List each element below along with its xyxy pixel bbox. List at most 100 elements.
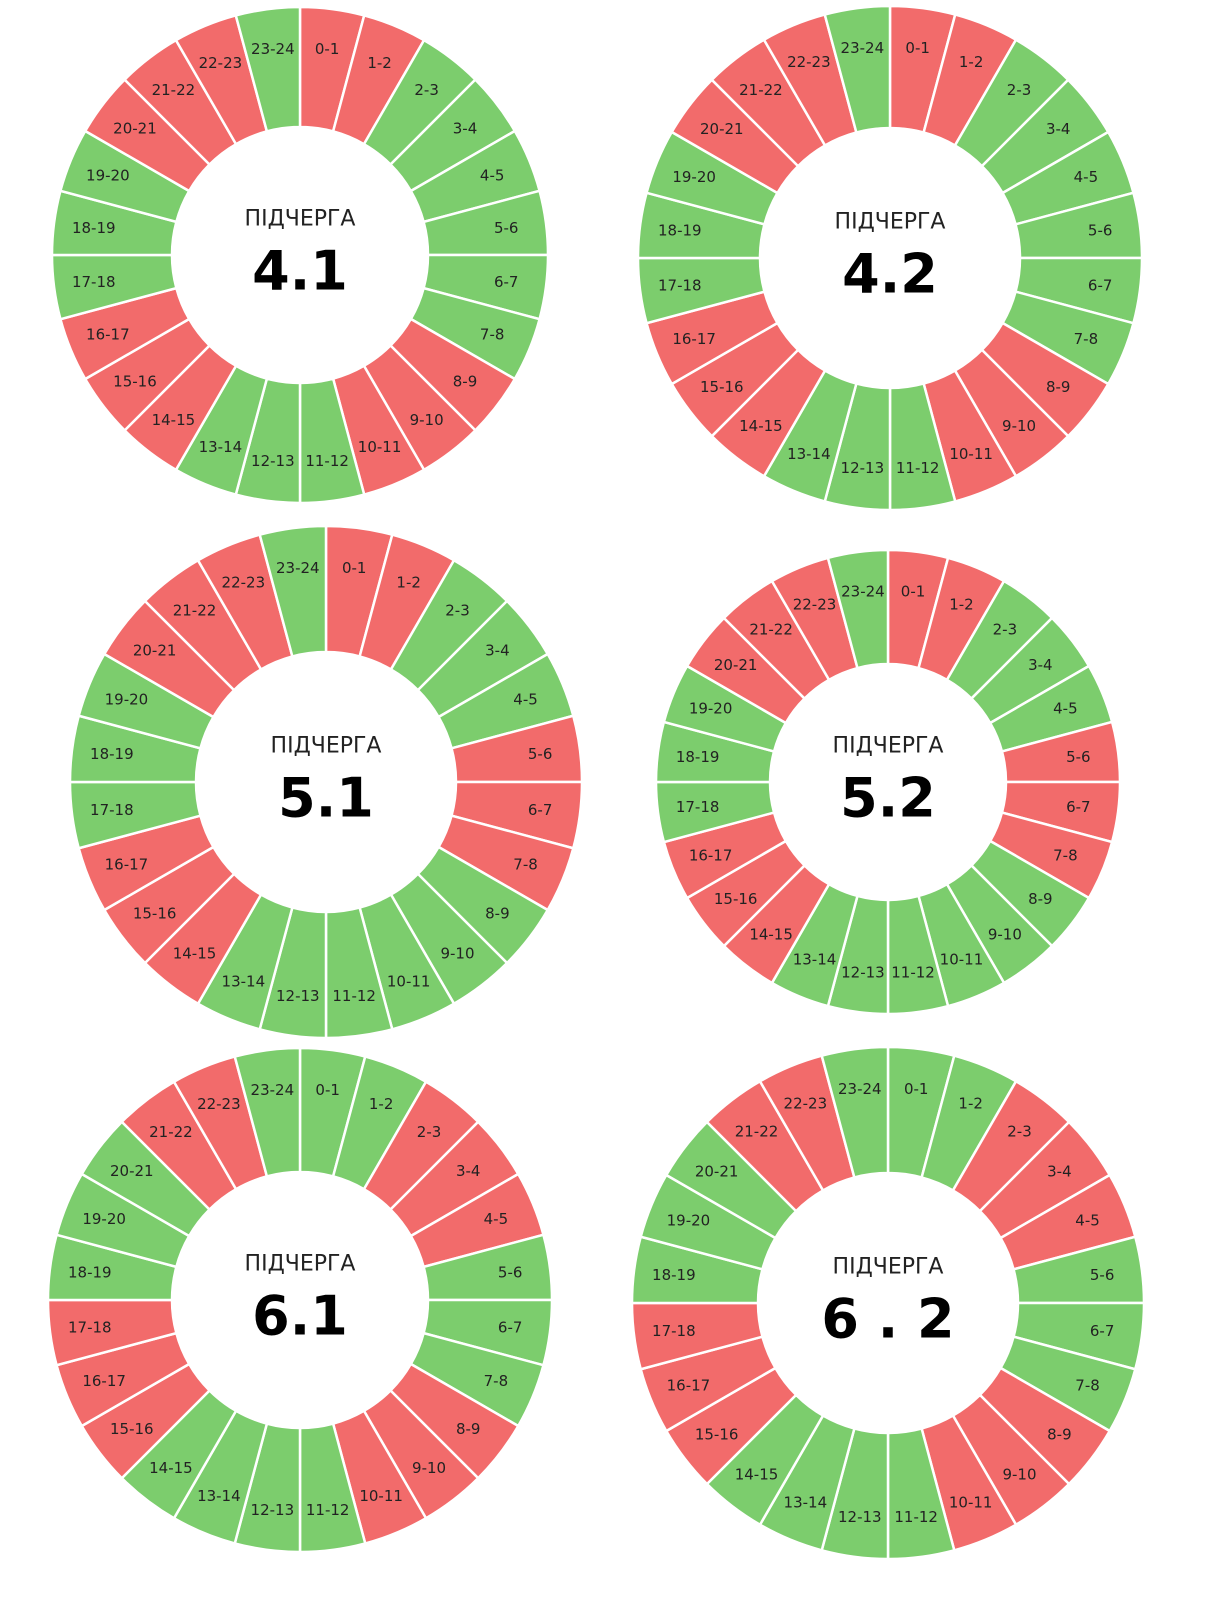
segment-label-2-3: 2-3 <box>1007 1123 1032 1141</box>
segment-label-10-11: 10-11 <box>387 973 431 991</box>
segment-label-11-12: 11-12 <box>896 459 940 477</box>
segment-label-19-20: 19-20 <box>672 168 716 186</box>
center-title: ПІДЧЕРГА <box>833 734 944 759</box>
segment-label-5-6: 5-6 <box>1088 221 1113 239</box>
center-title: ПІДЧЕРГА <box>271 734 382 759</box>
segment-label-14-15: 14-15 <box>749 925 793 943</box>
segment-label-2-3: 2-3 <box>1007 81 1032 99</box>
segment-label-15-16: 15-16 <box>113 373 157 391</box>
segment-label-4-5: 4-5 <box>480 166 505 184</box>
segment-label-23-24: 23-24 <box>841 583 885 601</box>
segment-label-7-8: 7-8 <box>1075 1377 1100 1395</box>
segment-23-24 <box>234 5 302 133</box>
segment-label-21-22: 21-22 <box>735 1123 779 1141</box>
segment-label-13-14: 13-14 <box>199 438 243 456</box>
segment-label-0-1: 0-1 <box>342 559 367 577</box>
segment-label-16-17: 16-17 <box>667 1377 711 1395</box>
segment-label-5-6: 5-6 <box>494 219 519 237</box>
segment-label-6-7: 6-7 <box>1088 277 1113 295</box>
center-number: 6.1 <box>252 1285 348 1348</box>
segment-label-4-5: 4-5 <box>1053 700 1078 718</box>
segment-label-3-4: 3-4 <box>456 1162 481 1180</box>
segment-label-2-3: 2-3 <box>993 621 1018 639</box>
outage-chart-5: 0-1 1-2 2-3 3-4 4-5 5-6 6-7 7-8 8-9 9-10 10-11 11-1… <box>46 1046 554 1554</box>
center-title: ПІДЧЕРГА <box>833 1255 944 1280</box>
segment-label-19-20: 19-20 <box>667 1211 711 1229</box>
segment-label-13-14: 13-14 <box>793 950 837 968</box>
segment-label-6-7: 6-7 <box>528 801 553 819</box>
segment-label-16-17: 16-17 <box>672 330 716 348</box>
segment-label-3-4: 3-4 <box>485 642 510 660</box>
segment-label-23-24: 23-24 <box>841 39 885 57</box>
segment-label-6-7: 6-7 <box>498 1319 523 1337</box>
segment-label-9-10: 9-10 <box>1002 417 1036 435</box>
segment-label-8-9: 8-9 <box>1047 1425 1072 1443</box>
segment-label-12-13: 12-13 <box>251 1501 295 1519</box>
segment-label-0-1: 0-1 <box>901 583 926 601</box>
segment-label-12-13: 12-13 <box>841 459 885 477</box>
segment-label-23-24: 23-24 <box>276 559 320 577</box>
segment-label-20-21: 20-21 <box>695 1163 739 1181</box>
center-title: ПІДЧЕРГА <box>245 1252 356 1277</box>
outage-chart-3: 0-1 1-2 2-3 3-4 4-5 5-6 6-7 7-8 8-9 9-10 10-11 11-1… <box>68 524 584 1040</box>
segment-label-18-19: 18-19 <box>652 1266 696 1284</box>
segment-label-10-11: 10-11 <box>949 1494 993 1512</box>
segment-label-20-21: 20-21 <box>700 120 744 138</box>
segment-label-6-7: 6-7 <box>494 273 519 291</box>
segment-label-17-18: 17-18 <box>90 801 134 819</box>
segment-label-15-16: 15-16 <box>110 1420 154 1438</box>
segment-label-20-21: 20-21 <box>113 119 157 137</box>
segment-label-1-2: 1-2 <box>949 596 974 614</box>
segment-label-15-16: 15-16 <box>714 890 758 908</box>
segment-label-13-14: 13-14 <box>222 973 266 991</box>
segment-label-17-18: 17-18 <box>68 1319 112 1337</box>
segment-label-1-2: 1-2 <box>369 1095 394 1113</box>
segment-label-13-14: 13-14 <box>787 445 831 463</box>
center-number: 5.2 <box>840 767 936 830</box>
segment-label-11-12: 11-12 <box>891 963 935 981</box>
segment-label-18-19: 18-19 <box>676 748 720 766</box>
segment-label-9-10: 9-10 <box>988 925 1022 943</box>
segment-label-10-11: 10-11 <box>940 950 984 968</box>
segment-label-19-20: 19-20 <box>82 1210 126 1228</box>
segment-label-4-5: 4-5 <box>1075 1211 1100 1229</box>
segment-label-19-20: 19-20 <box>105 690 149 708</box>
segment-label-22-23: 22-23 <box>793 596 837 614</box>
segment-label-1-2: 1-2 <box>396 573 421 591</box>
segment-label-23-24: 23-24 <box>251 40 295 58</box>
segment-label-17-18: 17-18 <box>676 798 720 816</box>
segment-label-8-9: 8-9 <box>1028 890 1053 908</box>
segment-label-11-12: 11-12 <box>305 452 349 470</box>
segment-label-1-2: 1-2 <box>367 54 392 72</box>
segment-label-22-23: 22-23 <box>197 1095 241 1113</box>
segment-label-22-23: 22-23 <box>199 54 243 72</box>
segment-label-11-12: 11-12 <box>894 1508 938 1526</box>
segment-label-6-7: 6-7 <box>1066 798 1091 816</box>
segment-label-19-20: 19-20 <box>86 166 130 184</box>
segment-label-15-16: 15-16 <box>700 378 744 396</box>
segment-label-11-12: 11-12 <box>306 1501 350 1519</box>
segment-label-21-22: 21-22 <box>149 1123 193 1141</box>
segment-label-9-10: 9-10 <box>1002 1465 1036 1483</box>
segment-label-10-11: 10-11 <box>949 445 993 463</box>
segment-label-14-15: 14-15 <box>173 944 217 962</box>
segment-label-23-24: 23-24 <box>838 1080 882 1098</box>
segment-label-15-16: 15-16 <box>133 904 177 922</box>
segment-label-21-22: 21-22 <box>152 81 196 99</box>
segment-label-7-8: 7-8 <box>1053 846 1078 864</box>
segment-label-14-15: 14-15 <box>735 1465 779 1483</box>
segment-label-22-23: 22-23 <box>784 1094 828 1112</box>
segment-label-2-3: 2-3 <box>445 602 470 620</box>
segment-label-17-18: 17-18 <box>652 1322 696 1340</box>
segment-label-7-8: 7-8 <box>1074 330 1099 348</box>
segment-label-12-13: 12-13 <box>838 1508 882 1526</box>
segment-label-7-8: 7-8 <box>513 856 538 874</box>
segment-label-4-5: 4-5 <box>484 1210 509 1228</box>
segment-label-15-16: 15-16 <box>695 1425 739 1443</box>
center-title: ПІДЧЕРГА <box>835 210 946 235</box>
segment-label-14-15: 14-15 <box>152 411 196 429</box>
segment-label-3-4: 3-4 <box>453 119 478 137</box>
segment-label-18-19: 18-19 <box>68 1263 112 1281</box>
segment-label-2-3: 2-3 <box>414 81 439 99</box>
